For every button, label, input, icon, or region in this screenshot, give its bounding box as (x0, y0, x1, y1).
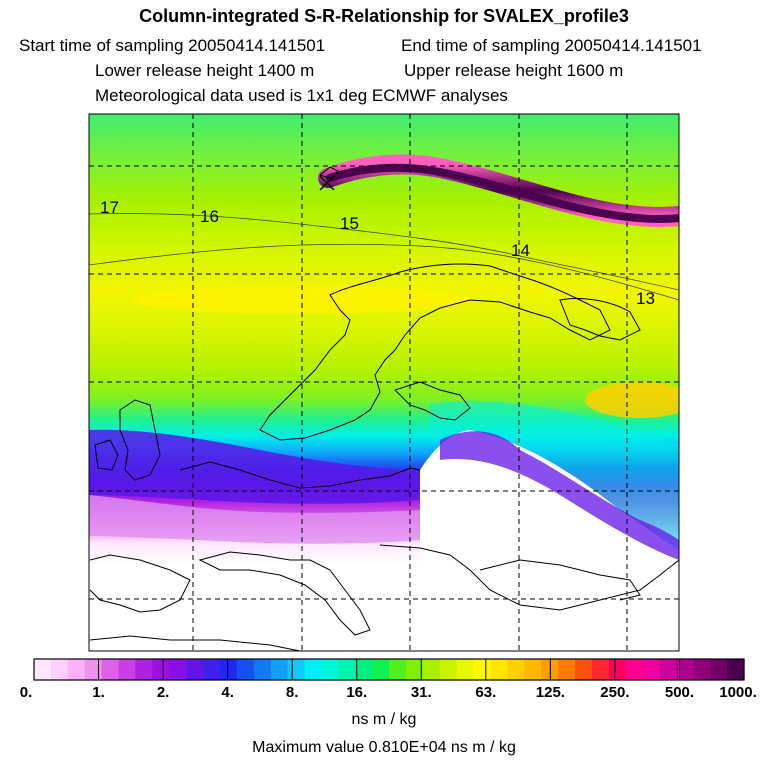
colorbar-swatch (50, 659, 69, 680)
colorbar-tick-label: 63. (475, 684, 497, 701)
maximum-value-label: Maximum value 0.810E+04 ns m / kg (252, 739, 516, 756)
colorbar-swatch (338, 659, 356, 680)
colorbar-swatch (642, 659, 661, 680)
orange-patch (585, 382, 679, 418)
colorbar-tick-label: 31. (410, 684, 432, 701)
colorbar-swatch (591, 659, 610, 680)
colorbar-swatch (574, 659, 593, 680)
colorbar-tick-label: 500. (664, 684, 695, 701)
contour-label-17: 17 (100, 198, 119, 217)
eastern-band-purple (440, 431, 679, 560)
colorbar-tick-label: 2. (156, 684, 170, 701)
eastern-white-area (420, 430, 679, 651)
colorbar-tick-label: 125. (535, 684, 565, 701)
plume-core (326, 163, 679, 223)
lower-height-label: Lower release height 1400 m (95, 61, 315, 80)
contour-label-13: 13 (636, 289, 655, 308)
release-site-marker (319, 175, 335, 191)
colorbar-dividers (98, 659, 680, 680)
plot-title: Column-integrated S-R-Relationship for S… (139, 6, 629, 26)
colorbar-tick-label: 8. (285, 684, 299, 701)
colorbar-tick-label: 1. (92, 684, 105, 701)
colorbar-swatch (304, 659, 322, 680)
contour-label-16: 16 (200, 207, 219, 226)
coast-baltic (394, 381, 471, 421)
start-time-label: Start time of sampling 20050414.141501 (19, 36, 326, 55)
colorbar-swatch (186, 659, 204, 680)
colorbar-swatch (34, 659, 52, 680)
coastlines (89, 166, 679, 651)
colorbar-swatch (203, 659, 221, 680)
colorbar-swatch (67, 659, 86, 680)
colorbar-tick-label: 250. (600, 684, 630, 701)
colorbar-swatch (659, 659, 677, 680)
colorbar-swatch (405, 659, 424, 680)
coast-africa (89, 635, 301, 651)
colorbar-swatch (456, 659, 475, 680)
yellow-band (130, 286, 470, 314)
colorbar-swatch (727, 659, 745, 680)
colorbar-tick-label: 1000. (719, 684, 757, 701)
western-band-blue (89, 429, 420, 504)
time-contours (89, 213, 679, 301)
met-data-label: Meteorological data used is 1x1 deg ECMW… (95, 86, 508, 105)
coast-scandinavia (259, 263, 611, 441)
colorbar-swatch (152, 659, 170, 680)
colorbar-swatch (253, 659, 272, 680)
colorbar-swatch (355, 659, 373, 680)
coast-blacksea (479, 559, 641, 601)
coast-kola (559, 298, 641, 341)
upper-height-label: Upper release height 1600 m (404, 61, 624, 80)
colorbar-swatch (270, 659, 289, 680)
coast-svalbard (318, 166, 339, 180)
colorbar-swatch (169, 659, 187, 680)
contour-label-14: 14 (511, 241, 530, 260)
colorbar-swatch (439, 659, 458, 680)
colorbar-swatch (219, 659, 238, 680)
colorbar-frame (33, 658, 745, 681)
colorbar-swatch (710, 659, 728, 680)
colorbar-swatch (625, 659, 644, 680)
coast-iberia (89, 554, 191, 613)
contour-line-b (89, 243, 679, 301)
colorbar-swatch (321, 659, 339, 680)
colorbar-swatch (490, 659, 508, 680)
colorbar-swatch (524, 659, 542, 680)
colorbar-swatch (473, 659, 492, 680)
colorbar-swatch (676, 659, 694, 680)
colorbar-swatch (118, 659, 137, 680)
colorbar-units: ns m / kg (351, 711, 417, 728)
colorbar-swatch (372, 659, 390, 680)
coast-britain (119, 399, 161, 481)
western-band-pink (89, 495, 420, 544)
colorbar-tick-label: 0. (19, 684, 33, 701)
colorbar-swatch (101, 659, 120, 680)
colorbar-tick-label: 4. (221, 684, 234, 701)
contour-line-a (89, 213, 679, 291)
colorbar-swatch (389, 659, 407, 680)
coast-northsea (179, 461, 421, 489)
contour-label-15: 15 (340, 214, 359, 233)
colorbar-swatch (558, 659, 576, 680)
colorbar-swatch (608, 659, 627, 680)
colorbar (34, 659, 745, 680)
map-frame (88, 113, 680, 652)
colorbar-swatch (287, 659, 306, 680)
colorbar-swatch (84, 659, 103, 680)
colorbar-swatch (693, 659, 711, 680)
coast-ireland (94, 439, 119, 471)
coast-italy (198, 551, 371, 636)
colorbar-swatch (135, 659, 153, 680)
concentration-field (89, 114, 679, 651)
colorbar-swatch (507, 659, 525, 680)
colorbar-swatch (422, 659, 441, 680)
colorbar-tick-label: 16. (346, 684, 368, 701)
colorbar-swatch (236, 659, 255, 680)
coast-balkans-blacksea (379, 544, 679, 611)
end-time-label: End time of sampling 20050414.141501 (401, 36, 702, 55)
